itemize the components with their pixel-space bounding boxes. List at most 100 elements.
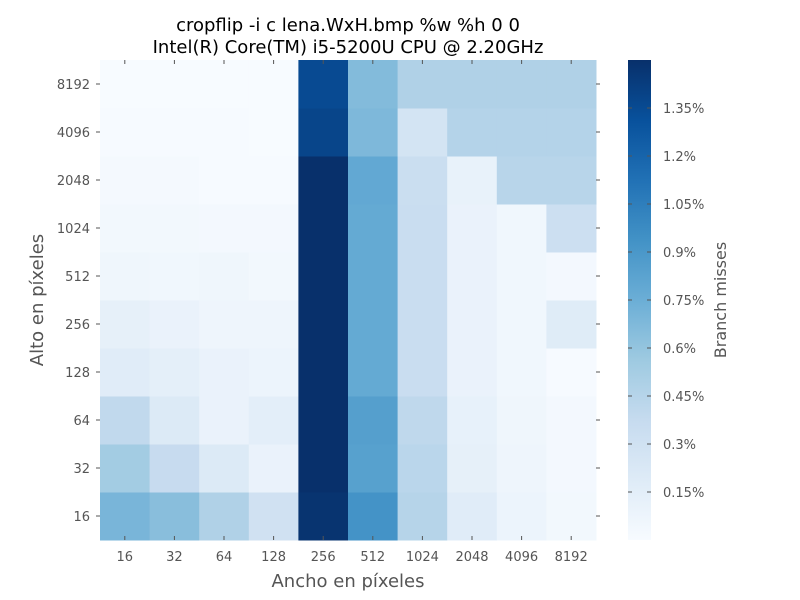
heatmap-cell (149, 348, 200, 397)
heatmap-cell (298, 492, 349, 541)
x-tick-label: 1024 (406, 550, 439, 565)
heatmap-cell (397, 252, 448, 301)
heatmap-cell (397, 108, 448, 157)
colorbar-tick-label: 1.05% (663, 198, 704, 213)
heatmap-cell (447, 396, 498, 445)
heatmap-cell (199, 348, 250, 397)
heatmap-cell (149, 300, 200, 349)
heatmap-cell (447, 444, 498, 493)
heatmap-cell (298, 204, 349, 253)
x-axis-label: Ancho en píxeles (271, 571, 424, 592)
heatmap-cell (100, 252, 151, 301)
heatmap-cell (199, 492, 250, 541)
colorbar (628, 60, 651, 540)
heatmap-cell (348, 60, 399, 109)
colorbar-tick-label: 0.45% (663, 390, 704, 405)
heatmap-cell (496, 492, 547, 541)
heatmap-cell (348, 300, 399, 349)
chart-title-line-1: cropflip -i c lena.WxH.bmp %w %h 0 0 (176, 15, 520, 36)
heatmap-cell (546, 300, 597, 349)
x-tick-label: 64 (216, 550, 233, 565)
heatmap-cell (546, 444, 597, 493)
heatmap-cell (397, 204, 448, 253)
heatmap-cell (447, 300, 498, 349)
heatmap-cell (100, 300, 151, 349)
heatmap-cell (199, 444, 250, 493)
heatmap-cell (199, 60, 250, 109)
heatmap-cell (298, 348, 349, 397)
y-axis: 16 32 64 128 256 512 1024 2048 4096 8192 (57, 78, 600, 525)
heatmap-cell (100, 204, 151, 253)
heatmap-cell (248, 444, 299, 493)
heatmap-cell (496, 348, 547, 397)
heatmap-cell (149, 396, 200, 445)
heatmap-cell (447, 252, 498, 301)
heatmap-cell (546, 204, 597, 253)
heatmap-cell (348, 444, 399, 493)
heatmap-cell (100, 156, 151, 205)
x-tick-label: 512 (360, 550, 385, 565)
heatmap-cell (149, 492, 200, 541)
y-axis-label: Alto en píxeles (27, 234, 48, 366)
colorbar-tick-label: 0.6% (663, 342, 696, 357)
x-tick-label: 8192 (555, 550, 588, 565)
y-tick-label: 32 (73, 462, 90, 477)
colorbar-tick-label: 0.3% (663, 438, 696, 453)
heatmap-cell (199, 300, 250, 349)
heatmap-cell (397, 444, 448, 493)
heatmap-cell (447, 60, 498, 109)
heatmap-cell (149, 252, 200, 301)
colorbar-label: Branch misses (711, 242, 730, 358)
y-tick-label: 2048 (57, 174, 90, 189)
x-tick-label: 4096 (505, 550, 538, 565)
y-tick-label: 64 (73, 414, 90, 429)
heatmap-cell (199, 156, 250, 205)
heatmap-cell (397, 396, 448, 445)
heatmap-cell (496, 444, 547, 493)
heatmap-cell (447, 492, 498, 541)
heatmap-cell (397, 492, 448, 541)
heatmap-cell (397, 300, 448, 349)
heatmap-cells (100, 60, 597, 541)
heatmap-cell (100, 108, 151, 157)
heatmap-cell (248, 156, 299, 205)
y-tick-label: 128 (65, 366, 90, 381)
heatmap-cell (496, 396, 547, 445)
heatmap-cell (348, 156, 399, 205)
heatmap-cell (348, 492, 399, 541)
heatmap-cell (447, 204, 498, 253)
heatmap-cell (248, 60, 299, 109)
heatmap-cell (298, 300, 349, 349)
heatmap-cell (496, 300, 547, 349)
heatmap-cell (546, 108, 597, 157)
heatmap-cell (100, 60, 151, 109)
y-tick-label: 16 (73, 510, 90, 525)
heatmap-cell (298, 156, 349, 205)
heatmap-cell (397, 348, 448, 397)
heatmap-cell (248, 252, 299, 301)
heatmap-cell (100, 396, 151, 445)
heatmap-cell (199, 204, 250, 253)
heatmap-cell (100, 492, 151, 541)
heatmap-cell (447, 108, 498, 157)
heatmap-cell (149, 444, 200, 493)
y-tick-label: 512 (65, 270, 90, 285)
colorbar-tick-label: 1.35% (663, 102, 704, 117)
heatmap-cell (248, 396, 299, 445)
heatmap-cell (248, 300, 299, 349)
heatmap-cell (298, 252, 349, 301)
heatmap-cell (546, 348, 597, 397)
heatmap-cell (496, 108, 547, 157)
heatmap-cell (447, 156, 498, 205)
x-tick-label: 2048 (455, 550, 488, 565)
heatmap-cell (348, 396, 399, 445)
colorbar-ticks: 0.15% 0.3% 0.45% 0.6% 0.75% 0.9% 1.05% 1.2% 1.35… (628, 102, 704, 501)
heatmap-cell (496, 156, 547, 205)
heatmap-cell (149, 108, 200, 157)
heatmap-cell (348, 108, 399, 157)
heatmap-cell (149, 60, 200, 109)
x-tick-label: 32 (166, 550, 183, 565)
heatmap-cell (546, 492, 597, 541)
heatmap-cell (496, 60, 547, 109)
